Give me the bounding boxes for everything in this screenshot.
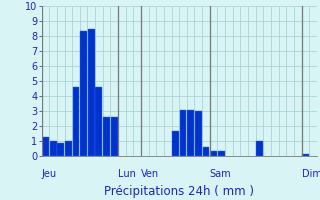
Bar — [302, 154, 309, 156]
Bar — [57, 142, 64, 156]
Bar — [42, 136, 49, 156]
Bar — [218, 151, 225, 156]
Bar — [73, 87, 79, 156]
Text: Dim: Dim — [301, 169, 320, 179]
Bar — [180, 110, 187, 156]
Text: Précipitations 24h ( mm ): Précipitations 24h ( mm ) — [104, 185, 254, 198]
Text: Ven: Ven — [141, 169, 159, 179]
Text: Lun: Lun — [118, 169, 136, 179]
Bar — [256, 141, 263, 156]
Bar — [111, 117, 118, 156]
Bar — [95, 87, 102, 156]
Bar — [172, 130, 179, 156]
Bar — [203, 147, 209, 156]
Bar — [103, 117, 110, 156]
Bar — [50, 141, 57, 156]
Bar — [210, 151, 217, 156]
Text: Sam: Sam — [210, 169, 231, 179]
Text: Jeu: Jeu — [42, 169, 57, 179]
Bar — [80, 31, 87, 156]
Bar — [187, 110, 194, 156]
Bar — [88, 28, 95, 156]
Bar — [65, 141, 72, 156]
Bar — [195, 111, 202, 156]
